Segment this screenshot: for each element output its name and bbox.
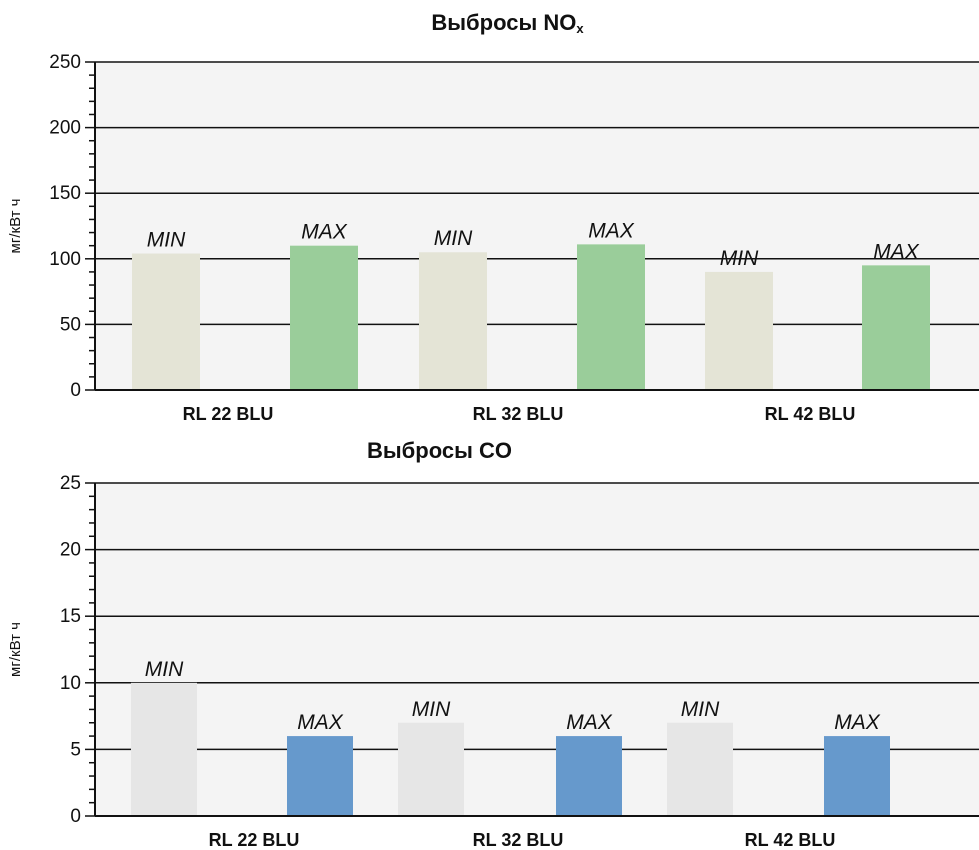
y-tick-label: 0 <box>70 380 81 401</box>
category-label: RL 22 BLU <box>183 404 274 424</box>
bar-min <box>132 253 200 390</box>
bar-label: MAX <box>873 240 920 263</box>
bar-max <box>824 736 890 816</box>
co-chart-plot: MIN MAX RL 22 BLU MIN MAX RL 32 BLU MIN MAX RL 4… <box>7 473 979 850</box>
category-label: RL 32 BLU <box>473 404 564 424</box>
y-axis-label: мг/кВт ч <box>7 199 24 254</box>
bar-label: MAX <box>301 221 348 244</box>
bar-label: MAX <box>834 711 881 734</box>
bar-label: MAX <box>588 219 635 242</box>
y-tick-label: 100 <box>49 249 81 270</box>
bar-min <box>398 722 464 816</box>
chart-title: Выбросы CO <box>0 438 929 464</box>
y-tick-label: 10 <box>60 673 81 694</box>
y-tick-label: 20 <box>60 540 81 561</box>
bar-max <box>556 736 622 816</box>
bar-label: MIN <box>145 658 184 681</box>
co-chart: Выбросы CO MIN MAX RL 22 BLU MIN MAX RL 32 BL… <box>0 430 979 850</box>
chart-title-subscript: x <box>576 21 584 36</box>
y-tick-label: 0 <box>70 806 81 827</box>
chart-title-text: Выбросы NO <box>431 10 577 35</box>
category-label: RL 42 BLU <box>745 830 836 850</box>
bar-max <box>287 736 353 816</box>
bar-label: MIN <box>434 227 473 250</box>
y-axis-label: мг/кВт ч <box>7 622 24 677</box>
bar-max <box>862 265 930 390</box>
plot-area <box>95 62 979 390</box>
bar-label: MAX <box>566 711 613 734</box>
bar-label: MIN <box>412 698 451 721</box>
y-tick-label: 50 <box>60 314 81 335</box>
category-label: RL 32 BLU <box>473 830 564 850</box>
bar-max <box>290 245 358 390</box>
y-tick-label: 200 <box>49 118 81 139</box>
category-label: RL 42 BLU <box>765 404 856 424</box>
chart-title-text: Выбросы CO <box>367 438 512 463</box>
category-label: RL 22 BLU <box>209 830 300 850</box>
bar-min <box>667 722 733 816</box>
y-tick-label: 150 <box>49 183 81 204</box>
bar-min <box>131 682 197 816</box>
chart-title: Выбросы NOx <box>18 10 979 36</box>
bar-label: MIN <box>681 698 720 721</box>
nox-chart: Выбросы NOx MIN MAX RL 22 BLU MIN MAX RL 32 B… <box>7 10 979 424</box>
nox-chart-plot: MIN MAX RL 22 BLU MIN MAX RL 32 BLU MIN MAX RL 4… <box>7 52 979 424</box>
bar-label: MIN <box>147 229 186 252</box>
bar-min <box>705 271 773 390</box>
y-tick-label: 25 <box>60 473 81 494</box>
y-tick-label: 5 <box>70 739 81 760</box>
y-tick-label: 15 <box>60 606 81 627</box>
bar-label: MIN <box>720 247 759 270</box>
bar-label: MAX <box>297 711 344 734</box>
bar-max <box>577 244 645 390</box>
y-tick-label: 250 <box>49 52 81 73</box>
bar-min <box>419 252 487 390</box>
